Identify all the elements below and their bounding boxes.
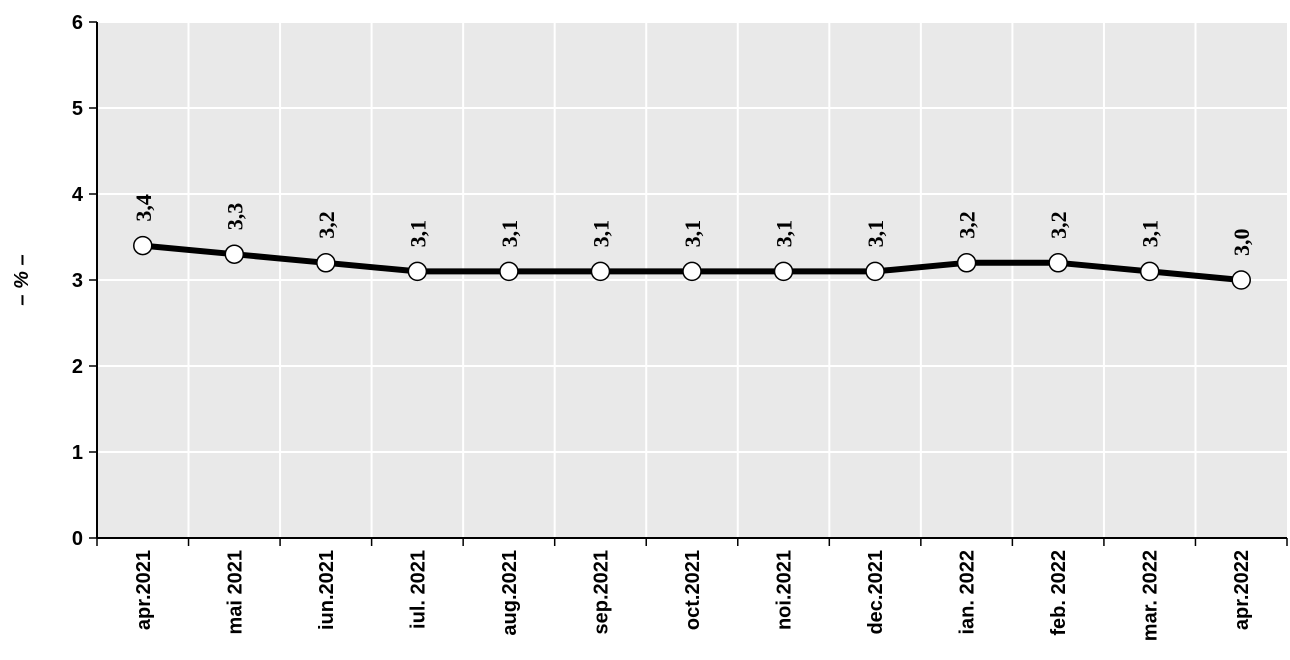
x-tick-label: oct.2021 bbox=[682, 550, 704, 630]
x-tick-label: iun.2021 bbox=[316, 550, 338, 630]
data-point bbox=[590, 261, 611, 282]
axes: 0 1 2 3 4 5 6 apr.2021 mai 2021 iun.2021 iul. 2021… bbox=[72, 12, 1288, 641]
data-point bbox=[316, 253, 336, 273]
data-label: 3,1 bbox=[680, 220, 705, 248]
y-tick-label: 1 bbox=[72, 442, 83, 464]
x-tick-label: apr.2021 bbox=[133, 550, 155, 630]
data-point bbox=[407, 261, 428, 282]
x-tick-label: dec.2021 bbox=[865, 550, 887, 635]
data-label: 3,2 bbox=[314, 211, 339, 239]
data-point bbox=[773, 261, 794, 282]
labels: 3,4 3,3 3,2 3,1 3,1 3,1 3,1 3,1 3,1 3,2 3,2 3,1 3,0 bbox=[131, 194, 1254, 256]
data-point bbox=[1048, 253, 1068, 273]
x-tick-label: apr.2022 bbox=[1231, 550, 1253, 630]
data-label: 3,1 bbox=[497, 220, 522, 248]
data-label: 3,0 bbox=[1229, 229, 1254, 257]
x-tick-label: aug.2021 bbox=[499, 550, 521, 636]
data-label: 3,4 bbox=[131, 194, 156, 222]
x-tick-label: iul. 2021 bbox=[407, 550, 429, 629]
x-tick-label: noi.2021 bbox=[774, 550, 796, 630]
data-label: 3,2 bbox=[955, 211, 980, 239]
data-label: 3,1 bbox=[863, 220, 888, 248]
y-tick-label: 4 bbox=[72, 184, 84, 206]
x-tick-label: sep.2021 bbox=[590, 550, 612, 635]
data-label: 3,1 bbox=[1138, 220, 1163, 248]
data-label: 3,1 bbox=[772, 220, 797, 248]
data-label: 3,3 bbox=[222, 203, 247, 230]
data-point bbox=[1139, 261, 1160, 282]
x-tick-label: ian. 2022 bbox=[957, 550, 979, 635]
data-point bbox=[1231, 270, 1251, 290]
data-label: 3,2 bbox=[1046, 211, 1071, 239]
x-tick-label: mar. 2022 bbox=[1140, 550, 1162, 641]
x-tick-label: feb. 2022 bbox=[1048, 550, 1070, 636]
data-point bbox=[865, 261, 885, 282]
y-tick-label: 0 bbox=[72, 528, 83, 550]
y-tick-label: 5 bbox=[72, 98, 83, 120]
x-tick-label: mai 2021 bbox=[224, 550, 246, 635]
y-tick-label: 3 bbox=[72, 270, 83, 292]
data-point bbox=[956, 253, 977, 273]
data-label: 3,1 bbox=[405, 220, 430, 248]
data-label: 3,1 bbox=[588, 220, 613, 248]
data-point bbox=[499, 261, 519, 282]
data-point bbox=[224, 244, 245, 264]
data-point bbox=[682, 261, 702, 282]
series bbox=[133, 235, 1251, 290]
data-point bbox=[133, 235, 153, 256]
y-tick-label: 6 bbox=[72, 12, 83, 34]
y-axis-title: – % – bbox=[11, 254, 33, 305]
y-tick-label: 2 bbox=[72, 356, 83, 378]
